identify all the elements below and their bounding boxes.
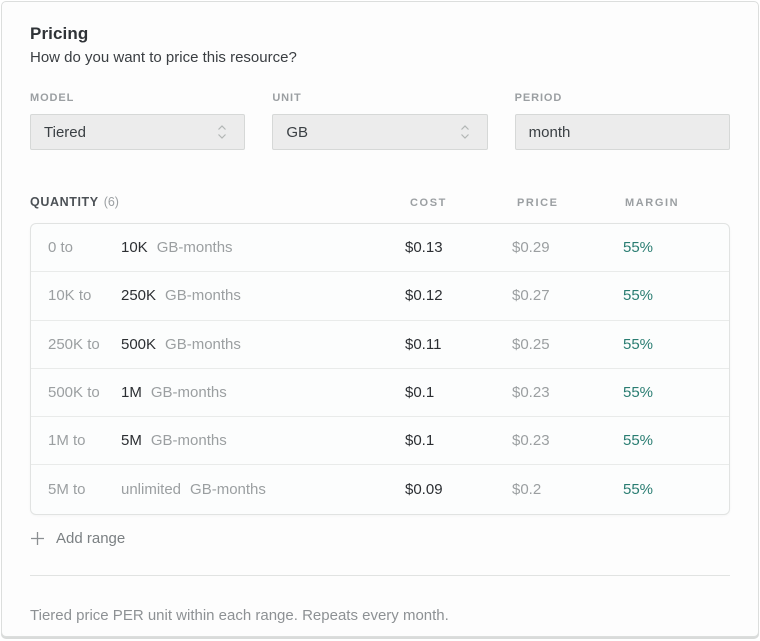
table-row: 500K to 1M GB-months $0.1 $0.23 55% (31, 369, 729, 418)
price-value: $0.2 (512, 481, 542, 499)
range-unit-suffix: GB-months (156, 239, 233, 257)
price-value: $0.25 (512, 335, 550, 353)
add-range-label: Add range (56, 529, 126, 547)
quantity-count: (6) (103, 195, 119, 209)
unit-label: UNIT (272, 92, 302, 104)
range-from-label: 5M to (48, 481, 86, 499)
add-range-button[interactable]: Add range (30, 528, 125, 549)
range-upper-bound[interactable]: 10K (121, 239, 148, 257)
range-upper-bound[interactable]: unlimited (121, 481, 182, 499)
range-from-label: 0 to (48, 239, 74, 257)
price-value: $0.29 (512, 239, 550, 257)
footer-divider (30, 574, 730, 576)
cost-value[interactable]: $0.12 (405, 287, 443, 305)
cost-value[interactable]: $0.1 (405, 432, 435, 450)
quantity-column-label: QUANTITY (30, 195, 99, 209)
range-from-label: 10K to (48, 287, 92, 305)
table-row: 1M to 5M GB-months $0.1 $0.23 55% (31, 417, 729, 466)
cost-value[interactable]: $0.13 (405, 239, 443, 257)
model-label: MODEL (30, 92, 75, 104)
unit-select[interactable]: GB (272, 114, 488, 150)
plus-icon (30, 531, 45, 546)
page-subtitle: How do you want to price this resource? (30, 49, 297, 66)
range-from-label: 500K to (48, 384, 100, 402)
margin-value: 55% (623, 432, 654, 450)
margin-value: 55% (623, 384, 654, 402)
cost-column-label: COST (410, 197, 447, 209)
unit-field-group: UNIT GB (272, 92, 488, 150)
model-select[interactable]: Tiered (30, 114, 246, 150)
range-unit-suffix: GB-months (150, 432, 227, 450)
range-unit-suffix: GB-months (165, 335, 241, 353)
range-upper-bound[interactable]: 5M (121, 432, 142, 450)
table-row: 250K to 500K GB-months $0.11 $0.25 55% (31, 321, 729, 369)
price-value: $0.27 (512, 287, 550, 305)
chevron-updown-icon (458, 122, 472, 142)
margin-column-label: MARGIN (625, 197, 680, 209)
period-field-group: PERIOD month (514, 92, 730, 150)
price-column-label: PRICE (517, 197, 559, 209)
model-field-group: MODEL Tiered (30, 92, 246, 150)
range-upper-bound[interactable]: 1M (121, 384, 142, 402)
chevron-updown-icon (215, 122, 229, 142)
period-input[interactable]: month (514, 114, 730, 150)
table-row: 5M to unlimited GB-months $0.09 $0.2 55% (31, 465, 729, 513)
margin-value: 55% (623, 481, 654, 499)
price-value: $0.23 (512, 432, 550, 450)
tier-table-header: QUANTITY (6) COST PRICE MARGIN (30, 193, 730, 211)
cost-value[interactable]: $0.11 (405, 335, 442, 353)
range-unit-suffix: GB-months (190, 481, 266, 499)
table-row: 10K to 250K GB-months $0.12 $0.27 55% (31, 272, 729, 321)
margin-value: 55% (623, 287, 654, 305)
cost-value[interactable]: $0.1 (405, 384, 435, 402)
period-label: PERIOD (514, 92, 563, 104)
cost-value[interactable]: $0.09 (405, 481, 443, 499)
price-value: $0.23 (512, 384, 550, 402)
range-from-label: 1M to (48, 432, 86, 450)
margin-value: 55% (623, 239, 654, 257)
range-unit-suffix: GB-months (165, 287, 241, 305)
table-row: 0 to 10K GB-months $0.13 $0.29 55% (31, 224, 729, 273)
period-value: month (528, 123, 571, 141)
footer-note: Tiered price PER unit within each range.… (30, 606, 449, 624)
range-from-label: 250K to (48, 335, 100, 353)
page-title: Pricing (30, 24, 89, 43)
tier-table: 0 to 10K GB-months $0.13 $0.29 55% 10K t… (30, 223, 730, 515)
range-unit-suffix: GB-months (150, 384, 227, 402)
range-upper-bound[interactable]: 250K (121, 287, 157, 305)
margin-value: 55% (623, 335, 654, 353)
pricing-form-row: MODEL Tiered UNIT GB (30, 92, 730, 150)
model-selected-value: Tiered (44, 123, 86, 141)
unit-selected-value: GB (286, 123, 309, 141)
range-upper-bound[interactable]: 500K (121, 335, 157, 353)
